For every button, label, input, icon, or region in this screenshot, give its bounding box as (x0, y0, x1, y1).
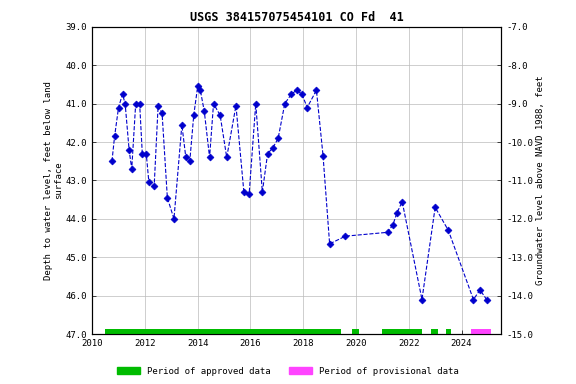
Legend: Period of approved data, Period of provisional data: Period of approved data, Period of provi… (114, 363, 462, 379)
Title: USGS 384157075454101 CO Fd  41: USGS 384157075454101 CO Fd 41 (190, 11, 404, 24)
Y-axis label: Groundwater level above NAVD 1988, feet: Groundwater level above NAVD 1988, feet (536, 76, 545, 285)
Y-axis label: Depth to water level, feet below land
surface: Depth to water level, feet below land su… (44, 81, 63, 280)
